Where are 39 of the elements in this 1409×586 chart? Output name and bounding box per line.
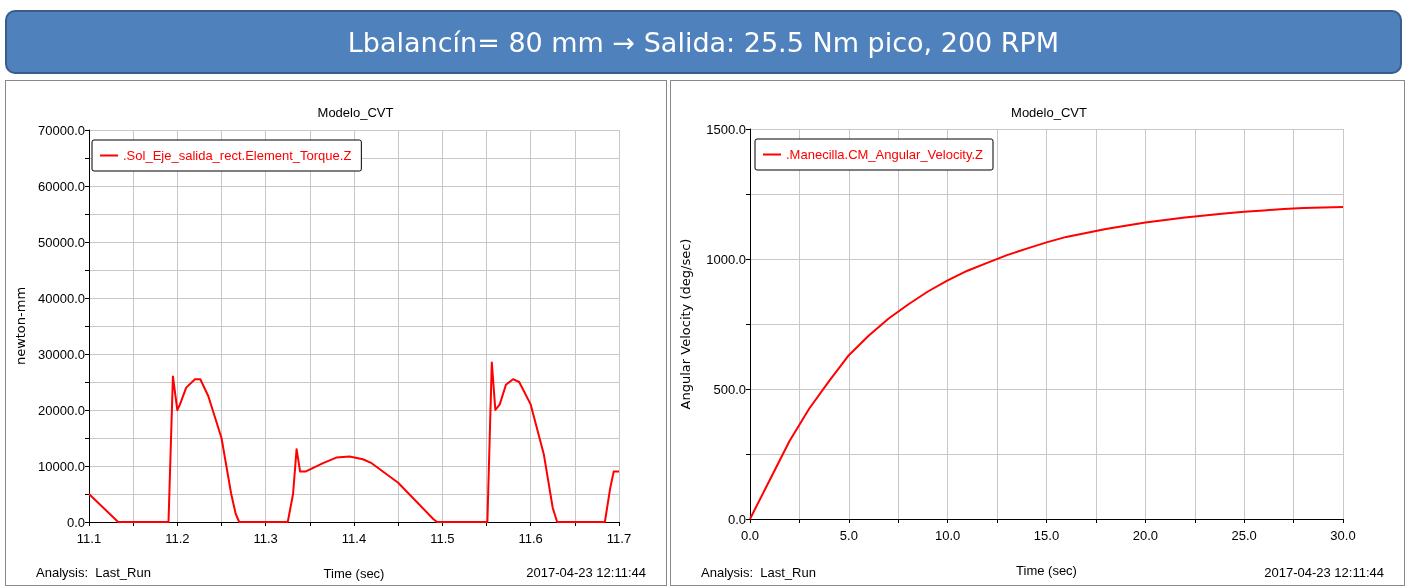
legend-label: .Manecilla.CM_Angular_Velocity.Z (786, 147, 984, 162)
y-tick-label: 0.0 (66, 514, 85, 530)
x-tick-label: 0.0 (740, 528, 760, 543)
text: Analysis: Last_Run (701, 565, 816, 580)
y-tick-label: 0.0 (727, 511, 746, 527)
y-tick-label: 1000.0 (706, 251, 746, 267)
text: Analysis: Last_Run (36, 565, 151, 580)
x-tick-label: 20.0 (1132, 528, 1158, 543)
legend-label: .Sol_Eje_salida_rect.Element_Torque.Z (123, 148, 352, 163)
chart-title: Modelo_CVT (317, 105, 394, 120)
x-tick-label: 11.7 (606, 531, 632, 546)
x-tick-label: 5.0 (839, 528, 858, 543)
y-tick-label: 30000.0 (38, 346, 85, 362)
x-tick-label: 11.4 (341, 531, 367, 546)
text: 2017-04-23 12:11:44 (1264, 565, 1384, 580)
x-tick-label: 11.3 (253, 531, 278, 546)
chart-title: Modelo_CVT (1011, 105, 1087, 120)
y-tick-label: 60000.0 (38, 178, 85, 194)
x-axis-title: Time (sec) (1016, 563, 1077, 578)
y-tick-label: 500.0 (713, 381, 746, 397)
y-axis-title: Angular Velocity (deg/sec) (678, 238, 693, 410)
y-tick-label: 40000.0 (38, 290, 85, 306)
x-axis-title: Time (sec) (323, 566, 385, 581)
x-tick-label: 11.1 (76, 531, 102, 546)
y-axis-title: newton-mm (13, 286, 28, 366)
x-tick-label: 11.2 (165, 531, 190, 546)
text: Lbalancín= 80 mm → Salida: 25.5 Nm pico, 200 RPM (5, 10, 1402, 74)
text: 2017-04-23 12:11:44 (526, 565, 646, 580)
x-tick-label: 25.0 (1231, 528, 1257, 543)
y-tick-label: 20000.0 (38, 402, 85, 418)
y-tick-label: 1500.0 (706, 121, 746, 137)
x-tick-label: 10.0 (935, 528, 961, 543)
x-tick-label: 11.6 (518, 531, 543, 546)
y-tick-label: 50000.0 (38, 234, 85, 250)
y-tick-label: 10000.0 (38, 458, 85, 474)
x-tick-label: 11.5 (430, 531, 455, 546)
x-tick-label: 30.0 (1330, 528, 1356, 543)
y-tick-label: 70000.0 (38, 122, 85, 138)
x-tick-label: 15.0 (1033, 528, 1060, 543)
